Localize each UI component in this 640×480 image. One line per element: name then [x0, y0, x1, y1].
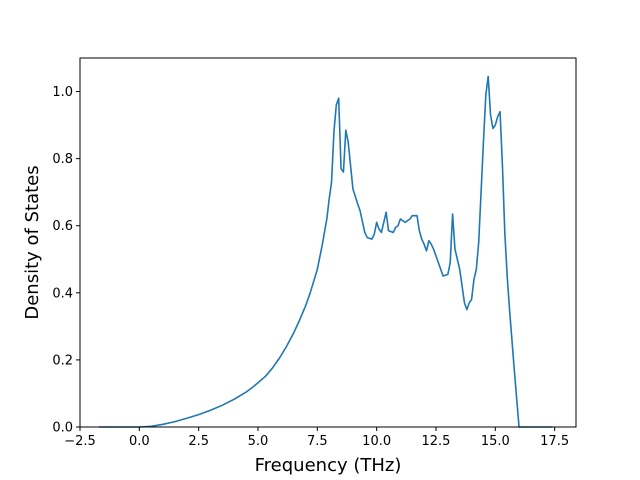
axes-frame — [79, 57, 577, 428]
plot-area — [98, 75, 553, 428]
x-tick-label: 2.5 — [188, 434, 209, 449]
x-axis-label: Frequency (THz) — [255, 455, 402, 476]
y-tick-label: 0.6 — [52, 219, 73, 234]
x-axis-ticks: −2.5 0.0 2.5 5.0 7.5 10.0 12.5 15.0 17.5 — [64, 427, 569, 449]
x-tick-label: 7.5 — [307, 434, 328, 449]
y-tick-label: 0.8 — [52, 152, 73, 167]
series-line-0 — [98, 75, 553, 428]
y-axis-ticks: 0.0 0.2 0.4 0.6 0.8 1.0 — [52, 85, 80, 436]
x-tick-label: 15.0 — [481, 434, 510, 449]
y-tick-label: 1.0 — [52, 85, 73, 100]
x-tick-label: 5.0 — [248, 434, 269, 449]
x-tick-label: 17.5 — [540, 434, 569, 449]
x-tick-label: 0.0 — [129, 434, 150, 449]
y-axis-label: Density of States — [22, 165, 43, 319]
y-tick-label: 0.2 — [52, 353, 73, 368]
y-tick-label: 0.4 — [52, 286, 73, 301]
x-tick-label: −2.5 — [64, 434, 96, 449]
x-tick-label: 12.5 — [422, 434, 451, 449]
y-tick-label: 0.0 — [52, 421, 73, 436]
x-tick-label: 10.0 — [362, 434, 391, 449]
